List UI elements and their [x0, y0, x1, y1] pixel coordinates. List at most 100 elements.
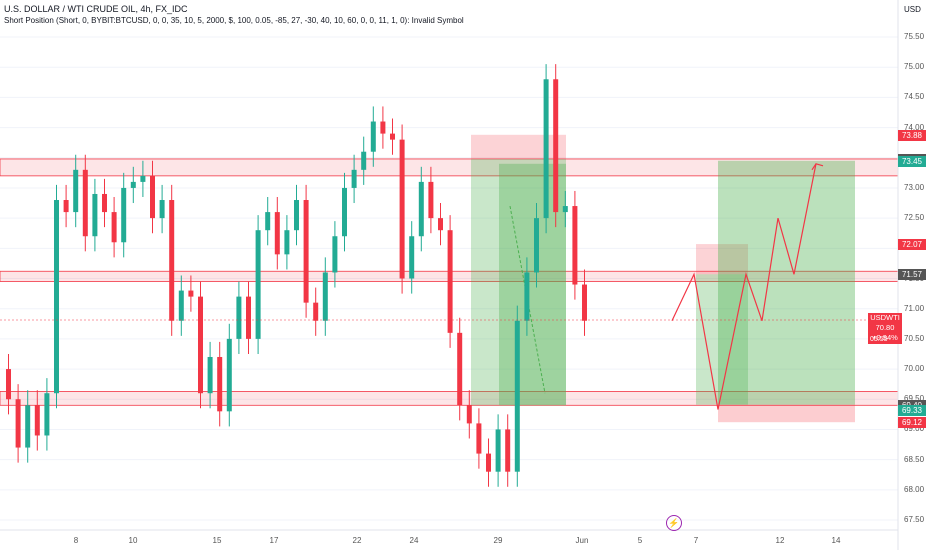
candle [130, 166, 136, 204]
candle [159, 184, 165, 234]
candle [505, 414, 511, 487]
price-tick-label: 72.50 [904, 213, 925, 223]
candle [169, 184, 175, 336]
candle [457, 317, 463, 421]
candle [543, 64, 549, 234]
price-tick-label: 69.00 [904, 424, 925, 434]
candle [572, 190, 578, 300]
candle [54, 184, 59, 409]
candle [562, 190, 568, 228]
countdown-label: 05:55 [870, 336, 888, 343]
candle [582, 269, 587, 336]
candle [102, 178, 107, 228]
price-tick-label: 73.00 [904, 182, 925, 192]
price-value: 70.80 [875, 323, 895, 332]
stop-zone-left [471, 134, 566, 159]
arrow-head-icon [811, 163, 824, 171]
candle [265, 196, 271, 246]
time-tick-label: 12 [775, 536, 785, 545]
price-tick-label: 75.00 [904, 62, 925, 72]
projection-path [671, 163, 824, 410]
candle [466, 390, 472, 439]
candle [73, 154, 79, 228]
price-tick-label: 71.00 [904, 303, 925, 313]
price-tick-label: 69.50 [904, 394, 924, 403]
candle [399, 124, 405, 294]
candle [150, 160, 155, 234]
indicator-legend[interactable]: Short Position (Short, 0, BYBIT:BTCUSD, … [4, 16, 464, 25]
time-tick-label: 14 [831, 536, 841, 545]
candle [361, 136, 367, 185]
price-tick-label: 68.50 [904, 454, 925, 464]
time-tick-label: 8 [73, 536, 79, 545]
candle [15, 384, 21, 463]
price-tick-label: 70.00 [904, 364, 925, 374]
price-tick-label: 74.50 [904, 92, 925, 102]
time-tick-label: 5 [637, 536, 643, 545]
candle [553, 64, 559, 228]
target-zone-right [718, 160, 855, 405]
candle [178, 275, 184, 336]
candle [34, 390, 40, 451]
candle [332, 221, 338, 288]
candle [303, 184, 309, 318]
candle [246, 281, 251, 354]
candle [447, 215, 453, 348]
candle [284, 215, 290, 270]
candle [418, 166, 424, 252]
price-tag: 72.07 [898, 239, 926, 251]
time-tick-label: Jun [575, 536, 589, 545]
time-tick-label: 29 [493, 536, 503, 545]
candle [236, 281, 242, 354]
price-tick-label: 75.50 [904, 32, 925, 41]
candle [322, 257, 328, 336]
candle [294, 184, 299, 246]
candle [63, 184, 69, 228]
candle [25, 390, 31, 463]
candle [514, 305, 520, 487]
price-tick-label: 68.00 [904, 484, 925, 494]
candle [255, 215, 261, 354]
lightning-icon[interactable]: ⚡ [666, 515, 682, 531]
candle [534, 203, 539, 288]
position-tools [471, 134, 855, 423]
current-price-badge: USDWTI 70.80 +0.94% [868, 313, 902, 344]
candle [428, 166, 434, 234]
candle [380, 106, 386, 149]
price-tag: 73.88 [898, 129, 926, 141]
candlestick-series [6, 64, 587, 487]
candle [6, 353, 11, 415]
chart-grid [0, 36, 898, 521]
candle [495, 414, 501, 487]
chart-title: U.S. DOLLAR / WTI CRUDE OIL, 4h, FX_IDC [4, 4, 188, 14]
candle [342, 172, 347, 252]
target-zone-mid [696, 274, 748, 405]
time-tick-label: 17 [269, 536, 279, 545]
candle [390, 118, 395, 155]
symbol-label: USDWTI [870, 313, 900, 322]
candle [370, 106, 376, 167]
projected-path [671, 163, 817, 410]
price-tick-label: 67.50 [904, 515, 925, 524]
candle [476, 408, 482, 469]
time-tick-label: 7 [693, 536, 699, 545]
price-tag: 73.45 [898, 155, 926, 167]
candle [226, 323, 232, 427]
time-tick-label: 24 [409, 536, 419, 545]
candle [274, 196, 280, 270]
price-tick-label: 70.50 [904, 333, 925, 343]
candle [92, 178, 98, 252]
candle [82, 154, 88, 252]
time-tick-label: 10 [128, 536, 138, 545]
candle [198, 281, 203, 409]
price-tag: 69.12 [898, 417, 926, 429]
candle [111, 196, 117, 258]
price-axis-unit: USD [904, 5, 921, 14]
candle [524, 257, 530, 336]
candle [217, 341, 223, 427]
stop-zone-mid [696, 244, 748, 275]
candle [313, 287, 319, 336]
candle [351, 154, 357, 204]
time-tick-label: 15 [212, 536, 222, 545]
